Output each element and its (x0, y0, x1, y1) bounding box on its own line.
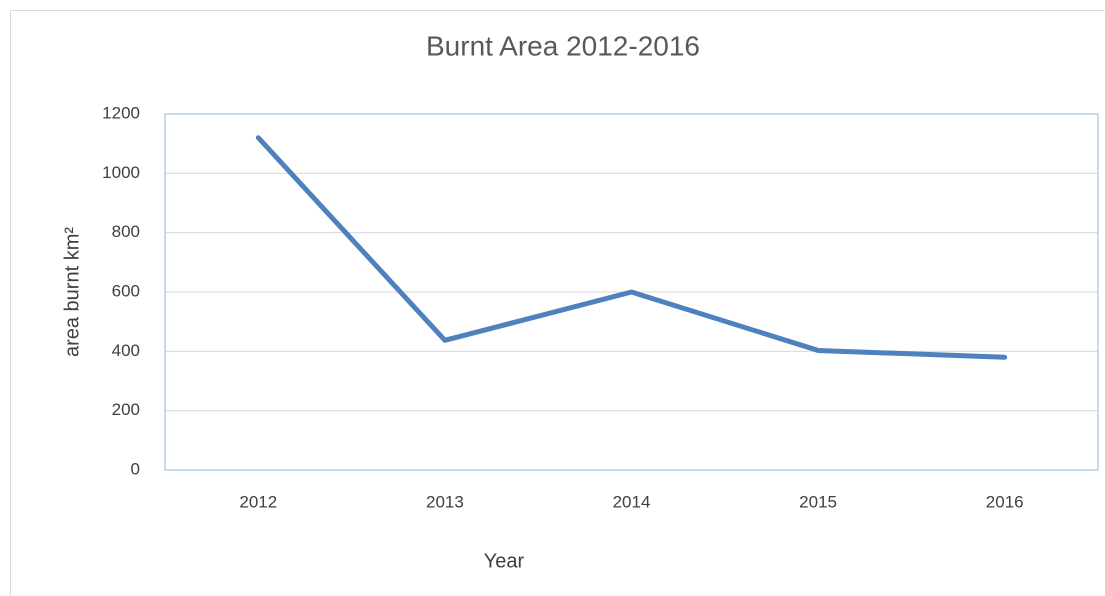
y-tick-label: 1000 (102, 163, 140, 182)
y-tick-label: 0 (131, 459, 140, 478)
x-tick-label: 2013 (426, 492, 464, 511)
y-tick-label: 400 (112, 341, 140, 360)
x-tick-label: 2015 (799, 492, 837, 511)
x-tick-label: 2012 (239, 492, 277, 511)
x-tick-label: 2016 (986, 492, 1024, 511)
y-tick-label: 800 (112, 222, 140, 241)
plot-border (164, 113, 1099, 471)
chart-border (10, 10, 1105, 596)
x-axis-label: Year (484, 550, 525, 572)
y-axis-label: area burnt km² (61, 227, 83, 357)
y-tick-label: 200 (112, 400, 140, 419)
y-tick-label: 600 (112, 281, 140, 300)
y-tick-label: 1200 (102, 103, 140, 122)
line-series (255, 135, 1008, 360)
chart-title: Burnt Area 2012-2016 (426, 30, 700, 61)
x-tick-label: 2014 (613, 492, 651, 511)
